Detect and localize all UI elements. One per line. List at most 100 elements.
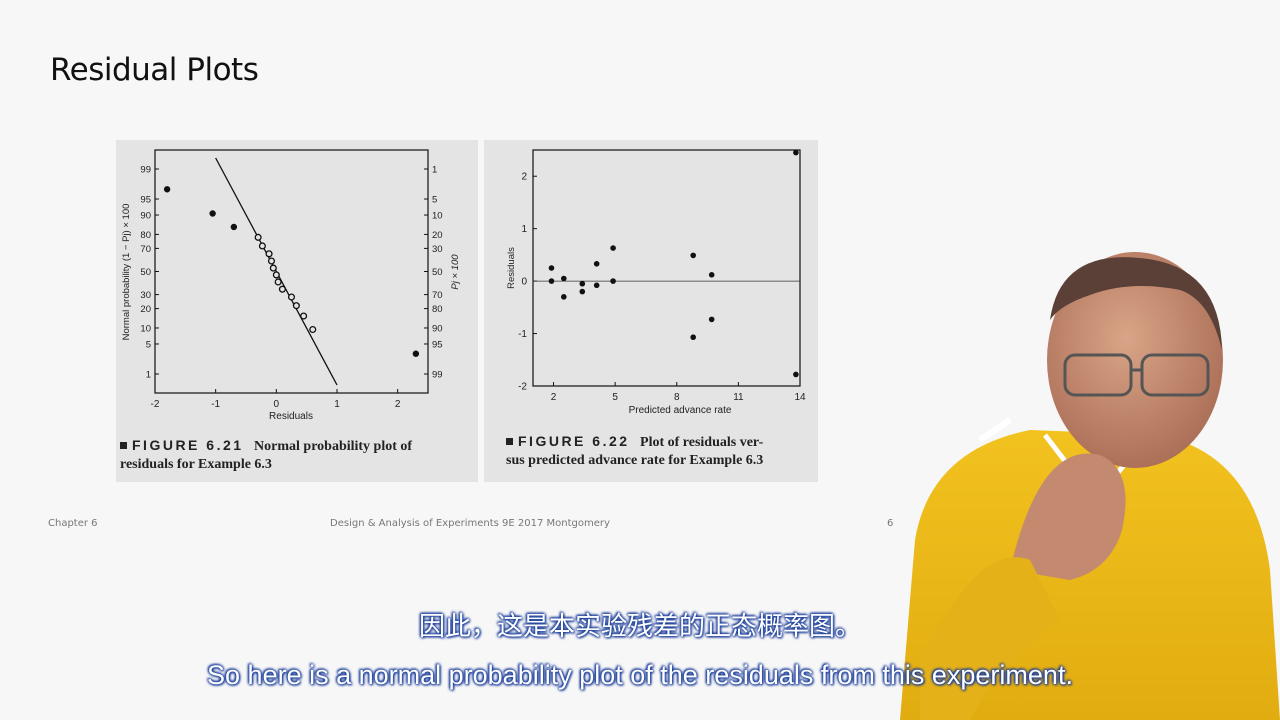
x-tick-label: -1 [211,399,220,410]
caption-line2: sus predicted advance rate for Example 6… [506,453,764,468]
y-tick-label: 70 [140,244,151,255]
data-point [265,250,273,258]
y-tick-label: 30 [140,290,151,301]
y-tick-label: 5 [146,339,151,350]
plot-frame [154,149,429,394]
presenter-hair [1050,257,1222,350]
data-point [267,257,276,265]
x-tick-label: 2 [551,392,557,403]
x-tick-label: -2 [151,399,160,410]
y-axis-right-label: Pj × 100 [450,254,461,290]
data-point [412,350,420,357]
figure-number: FIGURE 6.21 [132,437,244,453]
y-tick-label-right: 30 [432,244,443,255]
y-tick-label: 10 [140,323,151,334]
plot-frame [532,149,801,387]
x-tick-label: 1 [334,399,340,410]
y-tick-label: 1 [521,224,527,235]
data-point [610,245,616,251]
data-point [269,264,277,272]
y-tick-label-right: 5 [432,195,437,206]
y-tick-label-right: 1 [432,164,437,175]
y-tick-label-right: 10 [432,211,443,222]
figure-caption: FIGURE 6.21 Normal probability plot of r… [120,436,470,474]
data-point [287,293,296,301]
data-point [309,325,317,334]
data-point [708,272,715,278]
y-tick-label: -2 [518,382,527,393]
data-point [274,278,282,286]
data-point [292,302,300,310]
data-point [254,233,262,241]
y-tick-label-right: 20 [432,230,443,241]
data-point [230,223,238,231]
x-tick-label: 8 [674,392,680,403]
footer-page-number: 6 [887,518,894,529]
data-point [548,278,555,284]
data-point [579,288,586,295]
y-tick-label: -1 [518,329,527,340]
y-tick-label: 0 [521,277,527,288]
data-point [793,149,799,156]
x-tick-label: 11 [733,392,744,403]
y-tick-label-right: 70 [432,290,443,301]
y-tick-label-right: 80 [432,304,443,315]
data-point [793,371,799,378]
slide-title: Residual Plots [50,52,259,88]
data-point [593,282,600,289]
data-point [300,312,308,320]
glasses-left-lens [1063,353,1133,397]
data-point [561,294,567,300]
data-point [690,252,696,259]
residuals-vs-predicted-plot: 2 5 8 11 14 -2 -1 0 1 2 Predicted advance rate Re… [506,149,806,416]
data-point [610,278,616,284]
presenter-hand [1010,453,1126,580]
figure-residuals-vs-predicted-panel: 2 5 8 11 14 -2 -1 0 1 2 Predicted advance rate Re… [484,140,818,482]
x-tick-label: 0 [274,399,280,410]
x-tick-label: 2 [395,399,401,410]
data-point [209,210,216,217]
y-tick-label: 20 [140,304,151,315]
y-tick-label-right: 95 [432,339,443,350]
y-axis-label: Normal probability (1 − Pj) × 100 [121,204,132,341]
figure-normal-probability-panel: -2 -1 0 1 2 1 99 5 95 10 90 20 80 30 70 50 50 70 30 80 20 90 1… [116,140,478,482]
data-point [561,275,567,282]
x-tick-label: 14 [794,392,806,403]
x-axis-label: Predicted advance rate [629,405,732,416]
subtitle-english: So here is a normal probability plot of … [207,660,1073,690]
normal-probability-plot: -2 -1 0 1 2 1 99 5 95 10 90 20 80 30 70 50 50 70 30 80 20 90 1… [121,149,461,422]
y-tick-label: 2 [521,172,527,183]
data-point [163,186,171,193]
data-point [708,316,715,323]
y-axis-label: Residuals [506,247,517,289]
figure-caption: FIGURE 6.22 Plot of residuals ver- sus p… [506,432,810,470]
presenter-video-overlay [900,252,1280,720]
caption-line2: residuals for Example 6.3 [120,457,272,472]
caption-line1: Normal probability plot of [254,439,413,454]
bullet-square-icon [120,442,127,449]
data-point [579,280,586,287]
footer-book-title: Design & Analysis of Experiments 9E 2017… [330,518,610,529]
glasses-right-lens [1140,353,1210,397]
y-tick-label: 99 [140,164,151,175]
data-point [690,334,696,341]
y-tick-label: 1 [146,370,151,381]
caption-line1: Plot of residuals ver- [640,435,764,450]
data-point [258,242,266,250]
y-tick-label-right: 90 [432,323,443,334]
y-tick-label: 80 [140,230,151,241]
presenter-arm [920,557,1060,720]
x-axis-label: Residuals [269,411,313,422]
data-point [548,265,555,271]
figure-number: FIGURE 6.22 [518,433,630,449]
footer-chapter: Chapter 6 [48,518,98,529]
y-tick-label: 50 [140,267,151,278]
data-point [278,285,286,293]
y-tick-label-right: 50 [432,267,443,278]
data-point [593,261,600,267]
subtitle-chinese: 因此，这是本实验残差的正态概率图。 [418,612,861,642]
bullet-square-icon [506,438,513,445]
x-tick-label: 5 [612,392,618,403]
y-tick-label-right: 99 [432,370,443,381]
data-point [272,271,280,279]
